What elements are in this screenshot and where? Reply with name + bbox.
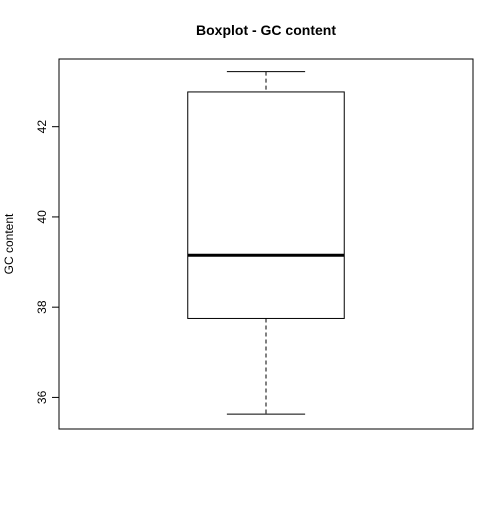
- y-axis-title: GC content: [2, 213, 16, 274]
- y-tick-label: 42: [35, 120, 49, 134]
- box-group: [187, 71, 345, 415]
- chart-title: Boxplot - GC content: [196, 22, 336, 38]
- y-tick-label: 40: [35, 210, 49, 224]
- y-tick-label: 36: [35, 390, 49, 404]
- y-axis: 36 38 40 42: [35, 120, 60, 404]
- interquartile-box: [187, 91, 345, 319]
- plot-frame: [58, 58, 474, 430]
- y-tick-label: 38: [35, 300, 49, 314]
- box-item: [187, 71, 345, 415]
